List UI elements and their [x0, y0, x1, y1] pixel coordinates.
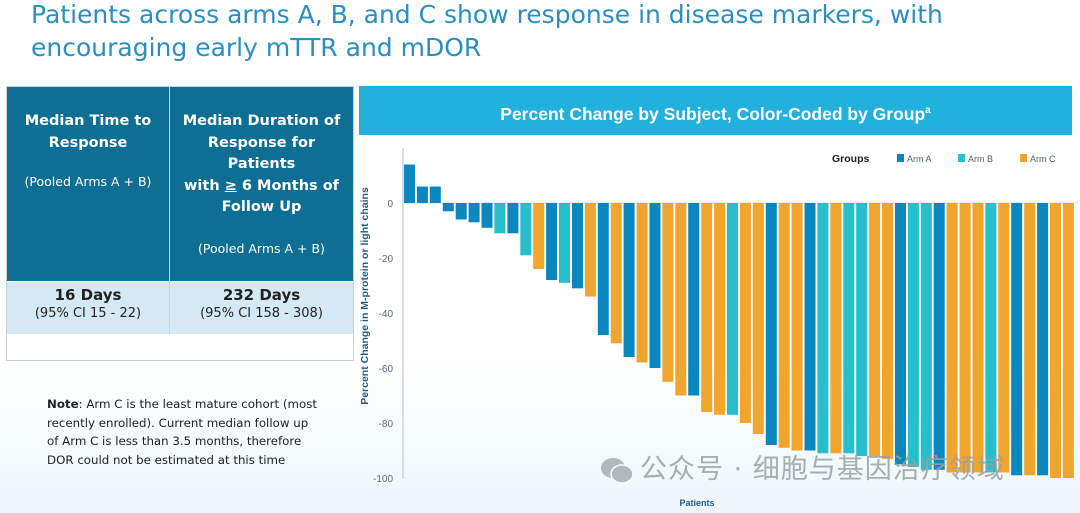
bar-patient-46	[985, 203, 997, 473]
legend-label-arm-a: Arm A	[907, 154, 932, 164]
bar-patient-30	[778, 203, 790, 448]
column-divider	[169, 87, 170, 334]
bar-patient-45	[972, 203, 984, 473]
bar-patient-43	[946, 203, 958, 473]
legend-swatch-arm-b	[958, 154, 965, 162]
bar-patient-4	[442, 203, 454, 212]
bar-patient-29	[765, 203, 777, 445]
value-cell-mttr: 16 Days (95% CI 15 - 22)	[7, 282, 169, 334]
header-subtitle: (Pooled Arms A + B)	[198, 240, 325, 256]
bar-patient-28	[752, 203, 764, 434]
y-tick-label: -100	[373, 474, 393, 485]
bar-patient-52	[1062, 203, 1074, 478]
bar-patient-7	[481, 203, 493, 228]
bar-patient-41	[920, 203, 932, 470]
bar-patient-12	[546, 203, 558, 280]
bar-patient-13	[559, 203, 570, 283]
note-label: Note	[47, 397, 79, 411]
bar-patient-20	[649, 203, 661, 368]
bar-patient-21	[662, 203, 674, 382]
bar-patient-34	[830, 203, 842, 454]
bar-patient-5	[455, 203, 467, 220]
note-body: : Arm C is the least mature cohort (most…	[47, 397, 317, 467]
legend-title: Groups	[832, 153, 869, 165]
bar-patient-37	[869, 203, 881, 456]
bar-patient-11	[533, 203, 545, 269]
value-text: 16 Days	[54, 286, 122, 304]
bar-patient-23	[688, 203, 700, 396]
wechat-icon	[601, 457, 634, 484]
y-tick-label: -80	[379, 419, 394, 430]
bar-patient-8	[494, 203, 506, 234]
chart-title-banner: Percent Change by Subject, Color-Coded b…	[359, 86, 1072, 135]
legend-label-arm-c: Arm C	[1030, 154, 1056, 164]
header-line: with	[184, 177, 225, 194]
bar-patient-31	[791, 203, 803, 451]
header-line: Median Duration of	[182, 113, 341, 129]
watermark: 公众号 · 细胞与基因治疗领域	[600, 447, 1005, 486]
geq-symbol: ≥	[224, 177, 237, 194]
bar-patient-25	[714, 203, 726, 415]
bar-patient-42	[933, 203, 945, 470]
bar-patient-38	[882, 203, 893, 459]
bar-patient-39	[895, 203, 906, 465]
bar-patient-26	[727, 203, 738, 415]
header-median-duration-of-response: Median Duration of Response for Patients…	[170, 87, 353, 281]
bar-patient-44	[959, 203, 971, 473]
header-subtitle: (Pooled Arms A + B)	[24, 174, 152, 189]
bar-patient-33	[817, 203, 829, 454]
bar-patient-16	[597, 203, 609, 335]
bar-patient-27	[739, 203, 751, 423]
header-line: Follow Up	[221, 199, 302, 215]
bar-patient-36	[856, 203, 868, 456]
ci-text: (95% CI 158 - 308)	[200, 306, 323, 321]
header-line: 6 Months of	[236, 177, 339, 194]
bar-patient-35	[843, 203, 855, 454]
bar-patient-40	[907, 203, 919, 467]
bar-patient-2	[416, 186, 428, 203]
legend-swatch-arm-a	[897, 154, 904, 162]
value-text: 232 Days	[222, 286, 301, 304]
ci-text: (95% CI 15 - 22)	[34, 306, 142, 321]
chart-title: Percent Change by Subject, Color-Coded b…	[500, 103, 926, 124]
header-line: Response for Patients	[207, 134, 316, 173]
bar-patient-51	[1050, 203, 1061, 478]
legend-swatch-arm-c	[1020, 154, 1027, 162]
watermark-text: 公众号 · 细胞与基因治疗领域	[640, 454, 1005, 485]
bar-patient-6	[468, 203, 480, 223]
value-cell-mdor: 232 Days (95% CI 158 - 308)	[170, 282, 353, 334]
bar-patient-10	[520, 203, 532, 256]
bar-patient-9	[507, 203, 519, 234]
bar-patient-50	[1037, 203, 1049, 476]
bar-patient-3	[429, 186, 441, 203]
slide-title: Patients across arms A, B, and C show re…	[31, 0, 943, 62]
bar-patient-18	[623, 203, 635, 357]
y-tick-label: -60	[379, 364, 394, 375]
header-median-time-to-response: Median Time to Response (Pooled Arms A +…	[7, 87, 169, 281]
chart-title-superscript: a	[925, 105, 931, 116]
y-tick-label: 0	[387, 199, 393, 210]
summary-table: Median Time to Response (Pooled Arms A +…	[6, 86, 354, 361]
header-title: Median Duration of Response for Patients…	[170, 111, 353, 219]
bar-patient-1	[404, 164, 415, 203]
bar-patient-49	[1024, 203, 1036, 476]
bar-patient-22	[675, 203, 687, 396]
y-tick-label: -20	[379, 254, 394, 265]
y-axis-label: Percent Change in M-protein or light cha…	[359, 187, 371, 405]
bar-patient-14	[572, 203, 583, 289]
x-axis-label: Patients	[679, 498, 714, 508]
y-tick-label: -40	[379, 309, 394, 320]
note-text: Note: Arm C is the least mature cohort (…	[47, 395, 322, 469]
bar-patient-19	[636, 203, 648, 363]
bar-patient-48	[1011, 203, 1023, 476]
bar-patient-15	[584, 203, 596, 297]
bar-patient-24	[701, 203, 713, 412]
bar-patient-47	[998, 203, 1010, 473]
bar-patient-17	[610, 203, 622, 344]
bar-patient-32	[804, 203, 816, 451]
header-title: Median Time to Response	[24, 113, 152, 151]
legend-label-arm-b: Arm B	[968, 154, 993, 164]
